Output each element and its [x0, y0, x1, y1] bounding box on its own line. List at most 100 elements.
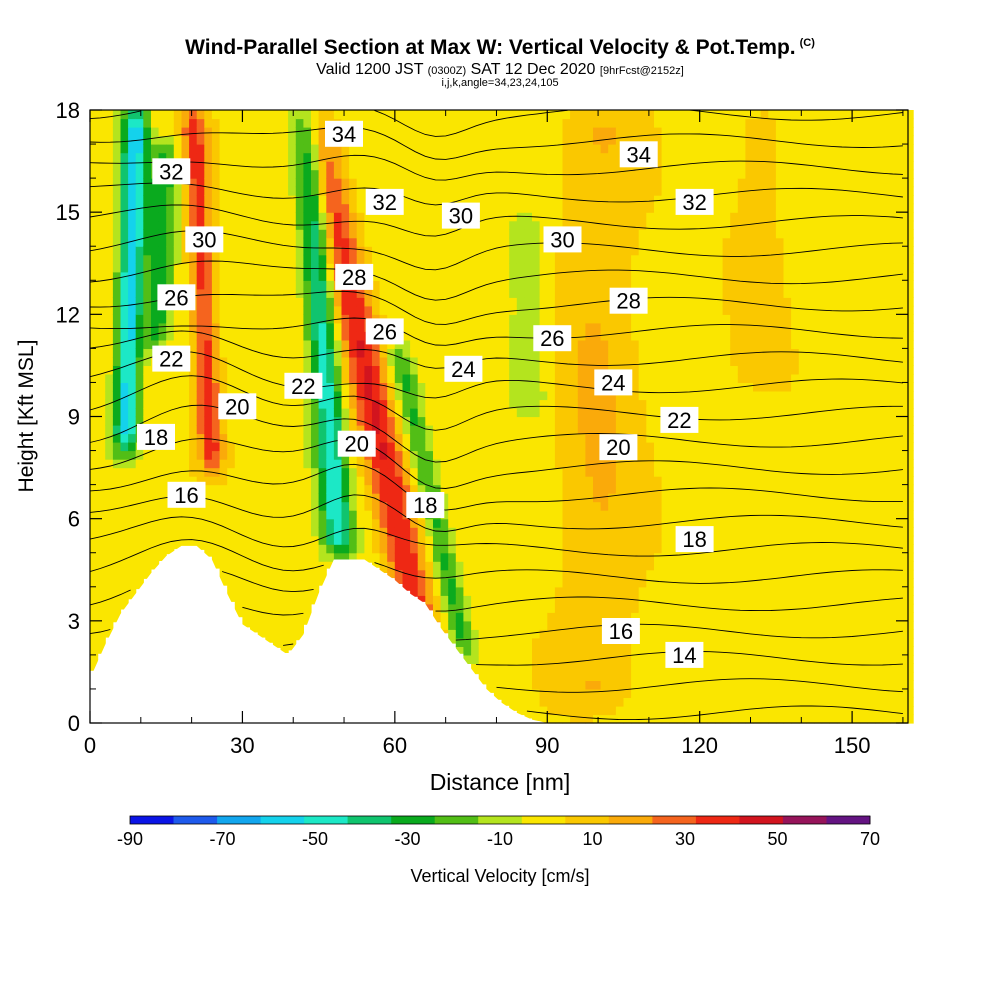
- velocity-cell: [539, 118, 548, 128]
- velocity-cell: [173, 476, 182, 486]
- velocity-cell: [425, 544, 434, 554]
- velocity-cell: [692, 620, 701, 630]
- velocity-cell: [250, 476, 259, 486]
- velocity-cell: [112, 433, 122, 443]
- velocity-cell: [219, 552, 228, 562]
- velocity-cell: [151, 518, 160, 528]
- velocity-cell: [516, 229, 525, 239]
- velocity-cell: [227, 493, 236, 503]
- velocity-cell: [600, 408, 609, 418]
- velocity-cell: [638, 450, 647, 460]
- velocity-cell: [493, 408, 503, 418]
- velocity-cell: [570, 382, 579, 392]
- velocity-cell: [692, 671, 701, 681]
- velocity-cell: [585, 620, 594, 630]
- velocity-cell: [151, 561, 160, 570]
- velocity-cell: [532, 612, 541, 622]
- velocity-cell: [623, 493, 632, 503]
- velocity-cell: [227, 110, 236, 120]
- velocity-cell: [280, 195, 289, 205]
- velocity-cell: [570, 331, 579, 341]
- velocity-cell: [227, 339, 236, 349]
- velocity-cell: [516, 348, 525, 358]
- velocity-cell: [311, 280, 320, 290]
- velocity-cell: [585, 331, 594, 341]
- velocity-cell: [448, 382, 457, 392]
- velocity-cell: [478, 391, 487, 401]
- velocity-cell: [280, 629, 289, 639]
- velocity-cell: [257, 254, 266, 264]
- velocity-cell: [547, 152, 556, 162]
- velocity-cell: [600, 348, 609, 358]
- velocity-cell: [295, 229, 304, 239]
- velocity-cell: [547, 263, 556, 273]
- velocity-cell: [250, 348, 259, 358]
- velocity-cell: [654, 433, 663, 443]
- velocity-cell: [250, 237, 259, 247]
- velocity-cell: [128, 450, 137, 460]
- velocity-cell: [654, 706, 663, 716]
- velocity-cell: [608, 578, 617, 588]
- velocity-cell: [661, 595, 670, 605]
- velocity-cell: [189, 535, 198, 545]
- velocity-cell: [410, 561, 419, 571]
- velocity-cell: [272, 297, 282, 307]
- velocity-cell: [547, 220, 556, 230]
- velocity-cell: [257, 544, 266, 554]
- velocity-cell: [234, 510, 243, 520]
- velocity-cell: [128, 569, 137, 579]
- velocity-cell: [196, 527, 205, 537]
- velocity-cell: [196, 144, 205, 154]
- velocity-cell: [539, 552, 548, 562]
- velocity-cell: [128, 263, 137, 273]
- velocity-cell: [638, 688, 647, 698]
- velocity-cell: [661, 348, 670, 358]
- velocity-cell: [585, 237, 594, 247]
- velocity-cell: [196, 331, 205, 341]
- velocity-cell: [554, 186, 564, 196]
- velocity-cell: [318, 135, 327, 145]
- velocity-cell: [577, 314, 586, 324]
- velocity-cell: [105, 442, 114, 452]
- velocity-cell: [242, 535, 251, 545]
- velocity-cell: [433, 578, 442, 588]
- velocity-cell: [631, 646, 640, 656]
- velocity-cell: [478, 110, 487, 120]
- velocity-cell: [433, 544, 442, 554]
- velocity-cell: [128, 510, 137, 520]
- velocity-cell: [356, 237, 365, 247]
- velocity-cell: [585, 186, 594, 196]
- velocity-cell: [272, 203, 282, 213]
- velocity-cell: [646, 510, 655, 520]
- velocity-cell: [128, 433, 137, 443]
- velocity-cell: [356, 501, 365, 511]
- velocity-cell: [593, 603, 602, 613]
- velocity-cell: [425, 467, 434, 477]
- velocity-cell: [554, 425, 564, 435]
- velocity-cell: [524, 425, 533, 435]
- velocity-cell: [166, 476, 175, 486]
- velocity-cell: [440, 442, 449, 452]
- velocity-cell: [615, 254, 625, 264]
- velocity-cell: [158, 331, 167, 341]
- velocity-cell: [448, 595, 457, 605]
- velocity-cell: [250, 229, 259, 239]
- velocity-cell: [372, 510, 381, 520]
- velocity-cell: [204, 425, 213, 435]
- velocity-cell: [654, 561, 663, 571]
- velocity-cell: [524, 680, 533, 690]
- velocity-cell: [455, 297, 464, 307]
- velocity-cell: [234, 595, 243, 605]
- velocity-cell: [509, 322, 518, 332]
- velocity-cell: [204, 195, 213, 205]
- velocity-cell: [600, 544, 609, 554]
- velocity-cell: [364, 127, 373, 137]
- velocity-cell: [151, 110, 160, 120]
- velocity-cell: [516, 578, 525, 588]
- velocity-cell: [562, 552, 571, 562]
- velocity-cell: [554, 484, 564, 494]
- velocity-cell: [204, 118, 213, 128]
- velocity-cell: [189, 186, 198, 196]
- velocity-cell: [402, 322, 411, 332]
- velocity-cell: [661, 612, 670, 622]
